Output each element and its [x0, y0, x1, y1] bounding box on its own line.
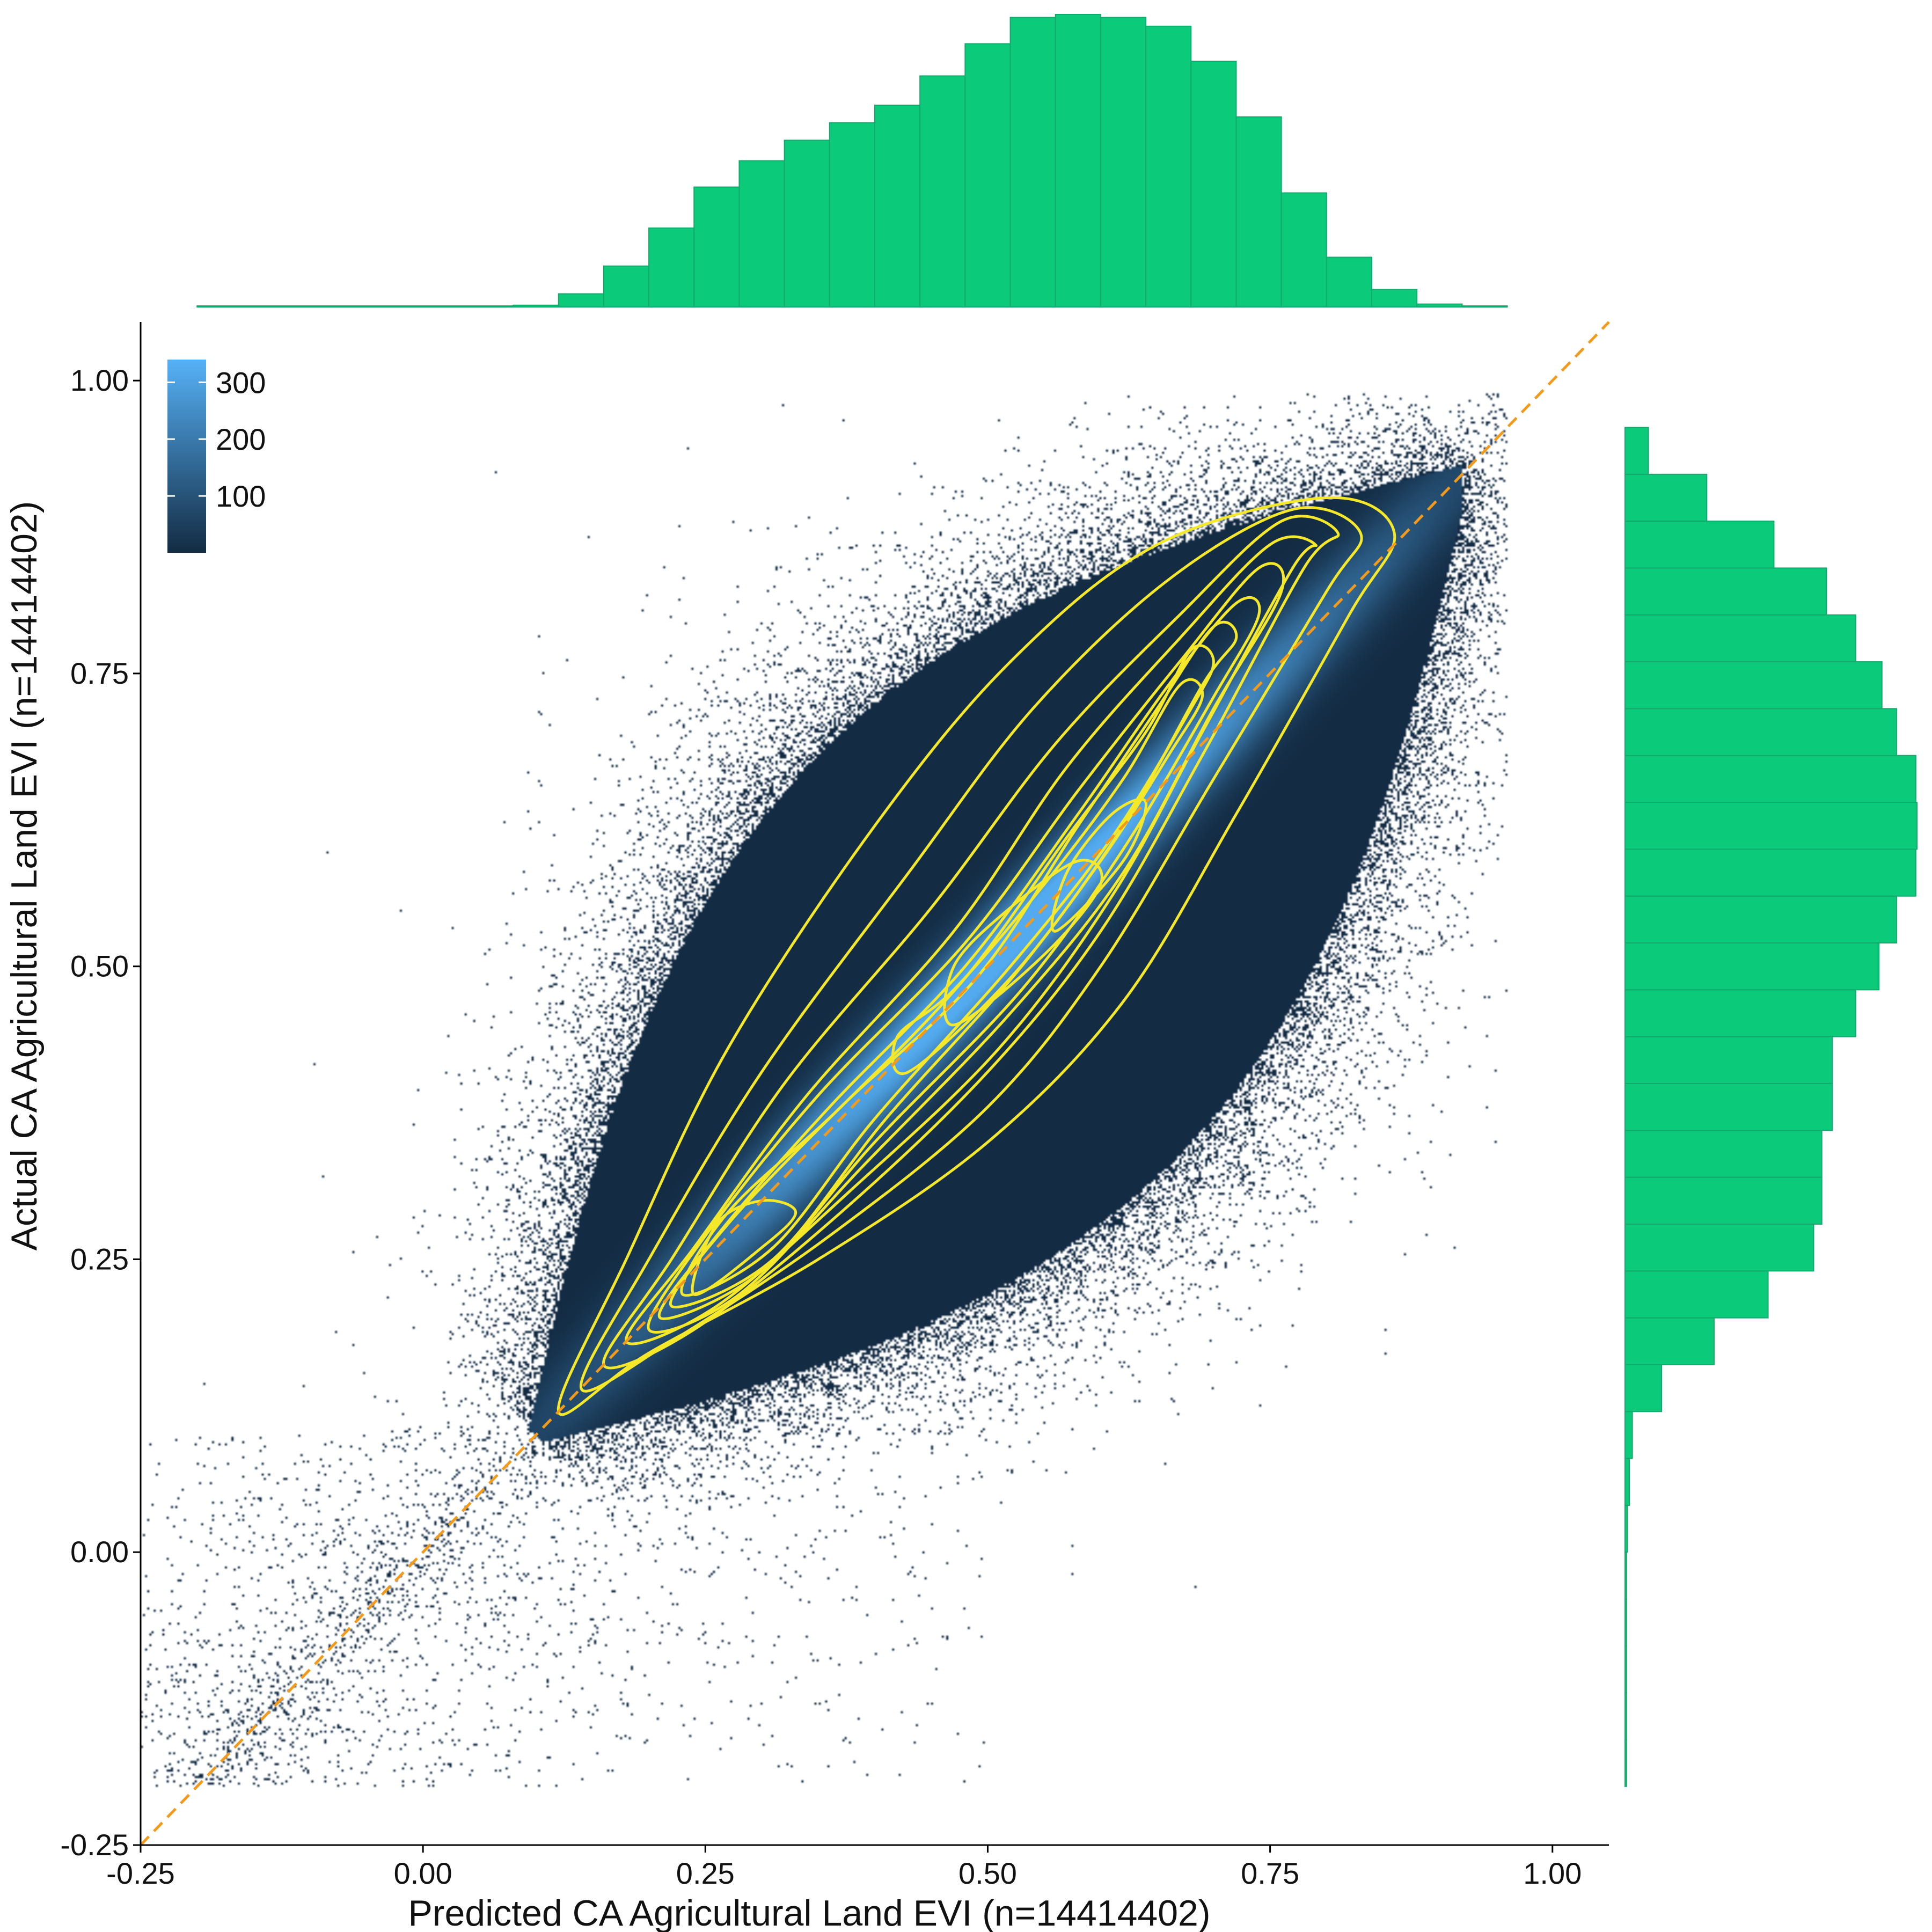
y-axis-label: Actual CA Agricultural Land EVI (n=14414… — [4, 501, 45, 1251]
x-hist-bar — [648, 227, 695, 308]
x-hist-bar — [467, 305, 514, 308]
x-hist-bar — [693, 186, 740, 308]
y-hist-bar — [1624, 1692, 1627, 1740]
y-hist-bar — [1624, 1739, 1627, 1787]
x-hist-bar — [1100, 17, 1147, 308]
x-tick-label: -0.25 — [106, 1856, 175, 1890]
y-tick-label: -0.25 — [60, 1828, 129, 1862]
y-hist-bar — [1624, 1645, 1627, 1694]
y-hist-bar — [1624, 1504, 1628, 1553]
x-tick-label: 1.00 — [1523, 1856, 1582, 1890]
contour-level-8 — [680, 644, 1215, 1297]
y-hist-bar — [1624, 1364, 1662, 1413]
x-marginal-histogram — [196, 14, 1508, 308]
legend-tick-label: 100 — [216, 479, 266, 513]
x-hist-bar — [1461, 305, 1508, 308]
contour-level-1 — [557, 496, 1396, 1416]
x-hist-bar — [1280, 192, 1327, 308]
y-hist-bar — [1624, 989, 1856, 1037]
y-hist-bar — [1624, 1083, 1833, 1131]
y-tick-label: 0.00 — [70, 1535, 129, 1569]
y-marginal-histogram — [1624, 427, 1918, 1787]
y-hist-bar — [1624, 473, 1708, 522]
legend-tick-label: 200 — [216, 422, 266, 456]
x-hist-bar — [1009, 17, 1056, 308]
identity-reference-line — [140, 321, 1610, 1846]
x-hist-bar — [196, 305, 243, 308]
x-hist-bar — [422, 305, 469, 308]
x-hist-bar — [1326, 257, 1373, 308]
contour-level-9 — [691, 1199, 797, 1296]
x-hist-bar — [1235, 116, 1282, 308]
x-hist-bar — [874, 104, 921, 308]
x-hist-bar — [1416, 303, 1463, 308]
x-tick-label: 0.75 — [1241, 1856, 1299, 1890]
y-hist-bar — [1624, 708, 1897, 756]
x-hist-bar — [241, 305, 288, 308]
y-hist-bar — [1624, 521, 1775, 569]
x-tick-label: 0.50 — [958, 1856, 1017, 1890]
x-axis-label: Predicted CA Agricultural Land EVI (n=14… — [408, 1893, 1210, 1932]
contour-level-2 — [579, 506, 1363, 1393]
y-hist-bar — [1624, 1552, 1627, 1600]
y-hist-bar — [1624, 848, 1916, 897]
y-hist-bar — [1624, 661, 1883, 709]
x-hist-bar — [829, 122, 876, 308]
x-hist-bar — [603, 265, 650, 308]
contour-level-11 — [943, 859, 1103, 1027]
y-hist-bar — [1624, 614, 1856, 663]
y-hist-bar — [1624, 1458, 1630, 1506]
x-hist-bar — [1371, 289, 1418, 308]
axes: -0.25 0.00 0.25 0.50 0.75 1.00 -0.25 0.00 0.25 0.… — [60, 322, 1609, 1890]
x-hist-bar — [964, 43, 1011, 308]
y-hist-bar — [1624, 1317, 1715, 1365]
x-hist-bar — [377, 305, 424, 308]
x-tick-label: 0.25 — [676, 1856, 735, 1890]
legend-colorbar — [167, 360, 206, 553]
y-hist-bar — [1624, 1223, 1814, 1272]
y-hist-bar — [1624, 802, 1918, 850]
y-hist-bar — [1624, 1411, 1633, 1459]
y-tick-label: 0.25 — [70, 1242, 129, 1276]
y-hist-bar — [1624, 427, 1649, 475]
contour-level-4 — [625, 535, 1318, 1345]
x-hist-bar — [1055, 14, 1101, 308]
y-hist-bar — [1624, 1130, 1823, 1178]
contour-level-12 — [1050, 797, 1148, 933]
x-hist-bar — [1145, 25, 1192, 308]
x-hist-bar — [919, 75, 966, 308]
legend-tick-label: 300 — [216, 365, 266, 399]
x-hist-bar — [332, 305, 378, 308]
y-hist-bar — [1624, 567, 1827, 616]
x-hist-bar — [287, 305, 333, 308]
y-hist-bar — [1624, 1270, 1769, 1319]
y-hist-bar — [1624, 1176, 1823, 1225]
y-tick-label: 1.00 — [70, 363, 129, 397]
contour-level-3 — [602, 515, 1340, 1370]
x-tick-label: 0.00 — [394, 1856, 452, 1890]
x-hist-bar — [513, 304, 559, 308]
y-hist-bar — [1624, 1598, 1627, 1646]
contour-lines — [557, 496, 1396, 1416]
x-hist-bar — [1190, 61, 1237, 308]
x-hist-bar — [558, 293, 604, 308]
x-hist-bar — [738, 160, 785, 308]
x-hist-bar — [784, 140, 830, 308]
contour-level-6 — [657, 596, 1261, 1320]
y-tick-label: 0.50 — [70, 949, 129, 983]
y-hist-bar — [1624, 755, 1916, 803]
contour-level-5 — [647, 562, 1285, 1334]
density-legend: 100 200 300 — [167, 360, 266, 553]
y-hist-bar — [1624, 942, 1880, 991]
y-tick-label: 0.75 — [70, 656, 129, 690]
y-hist-bar — [1624, 895, 1897, 944]
y-hist-bar — [1624, 1036, 1833, 1084]
